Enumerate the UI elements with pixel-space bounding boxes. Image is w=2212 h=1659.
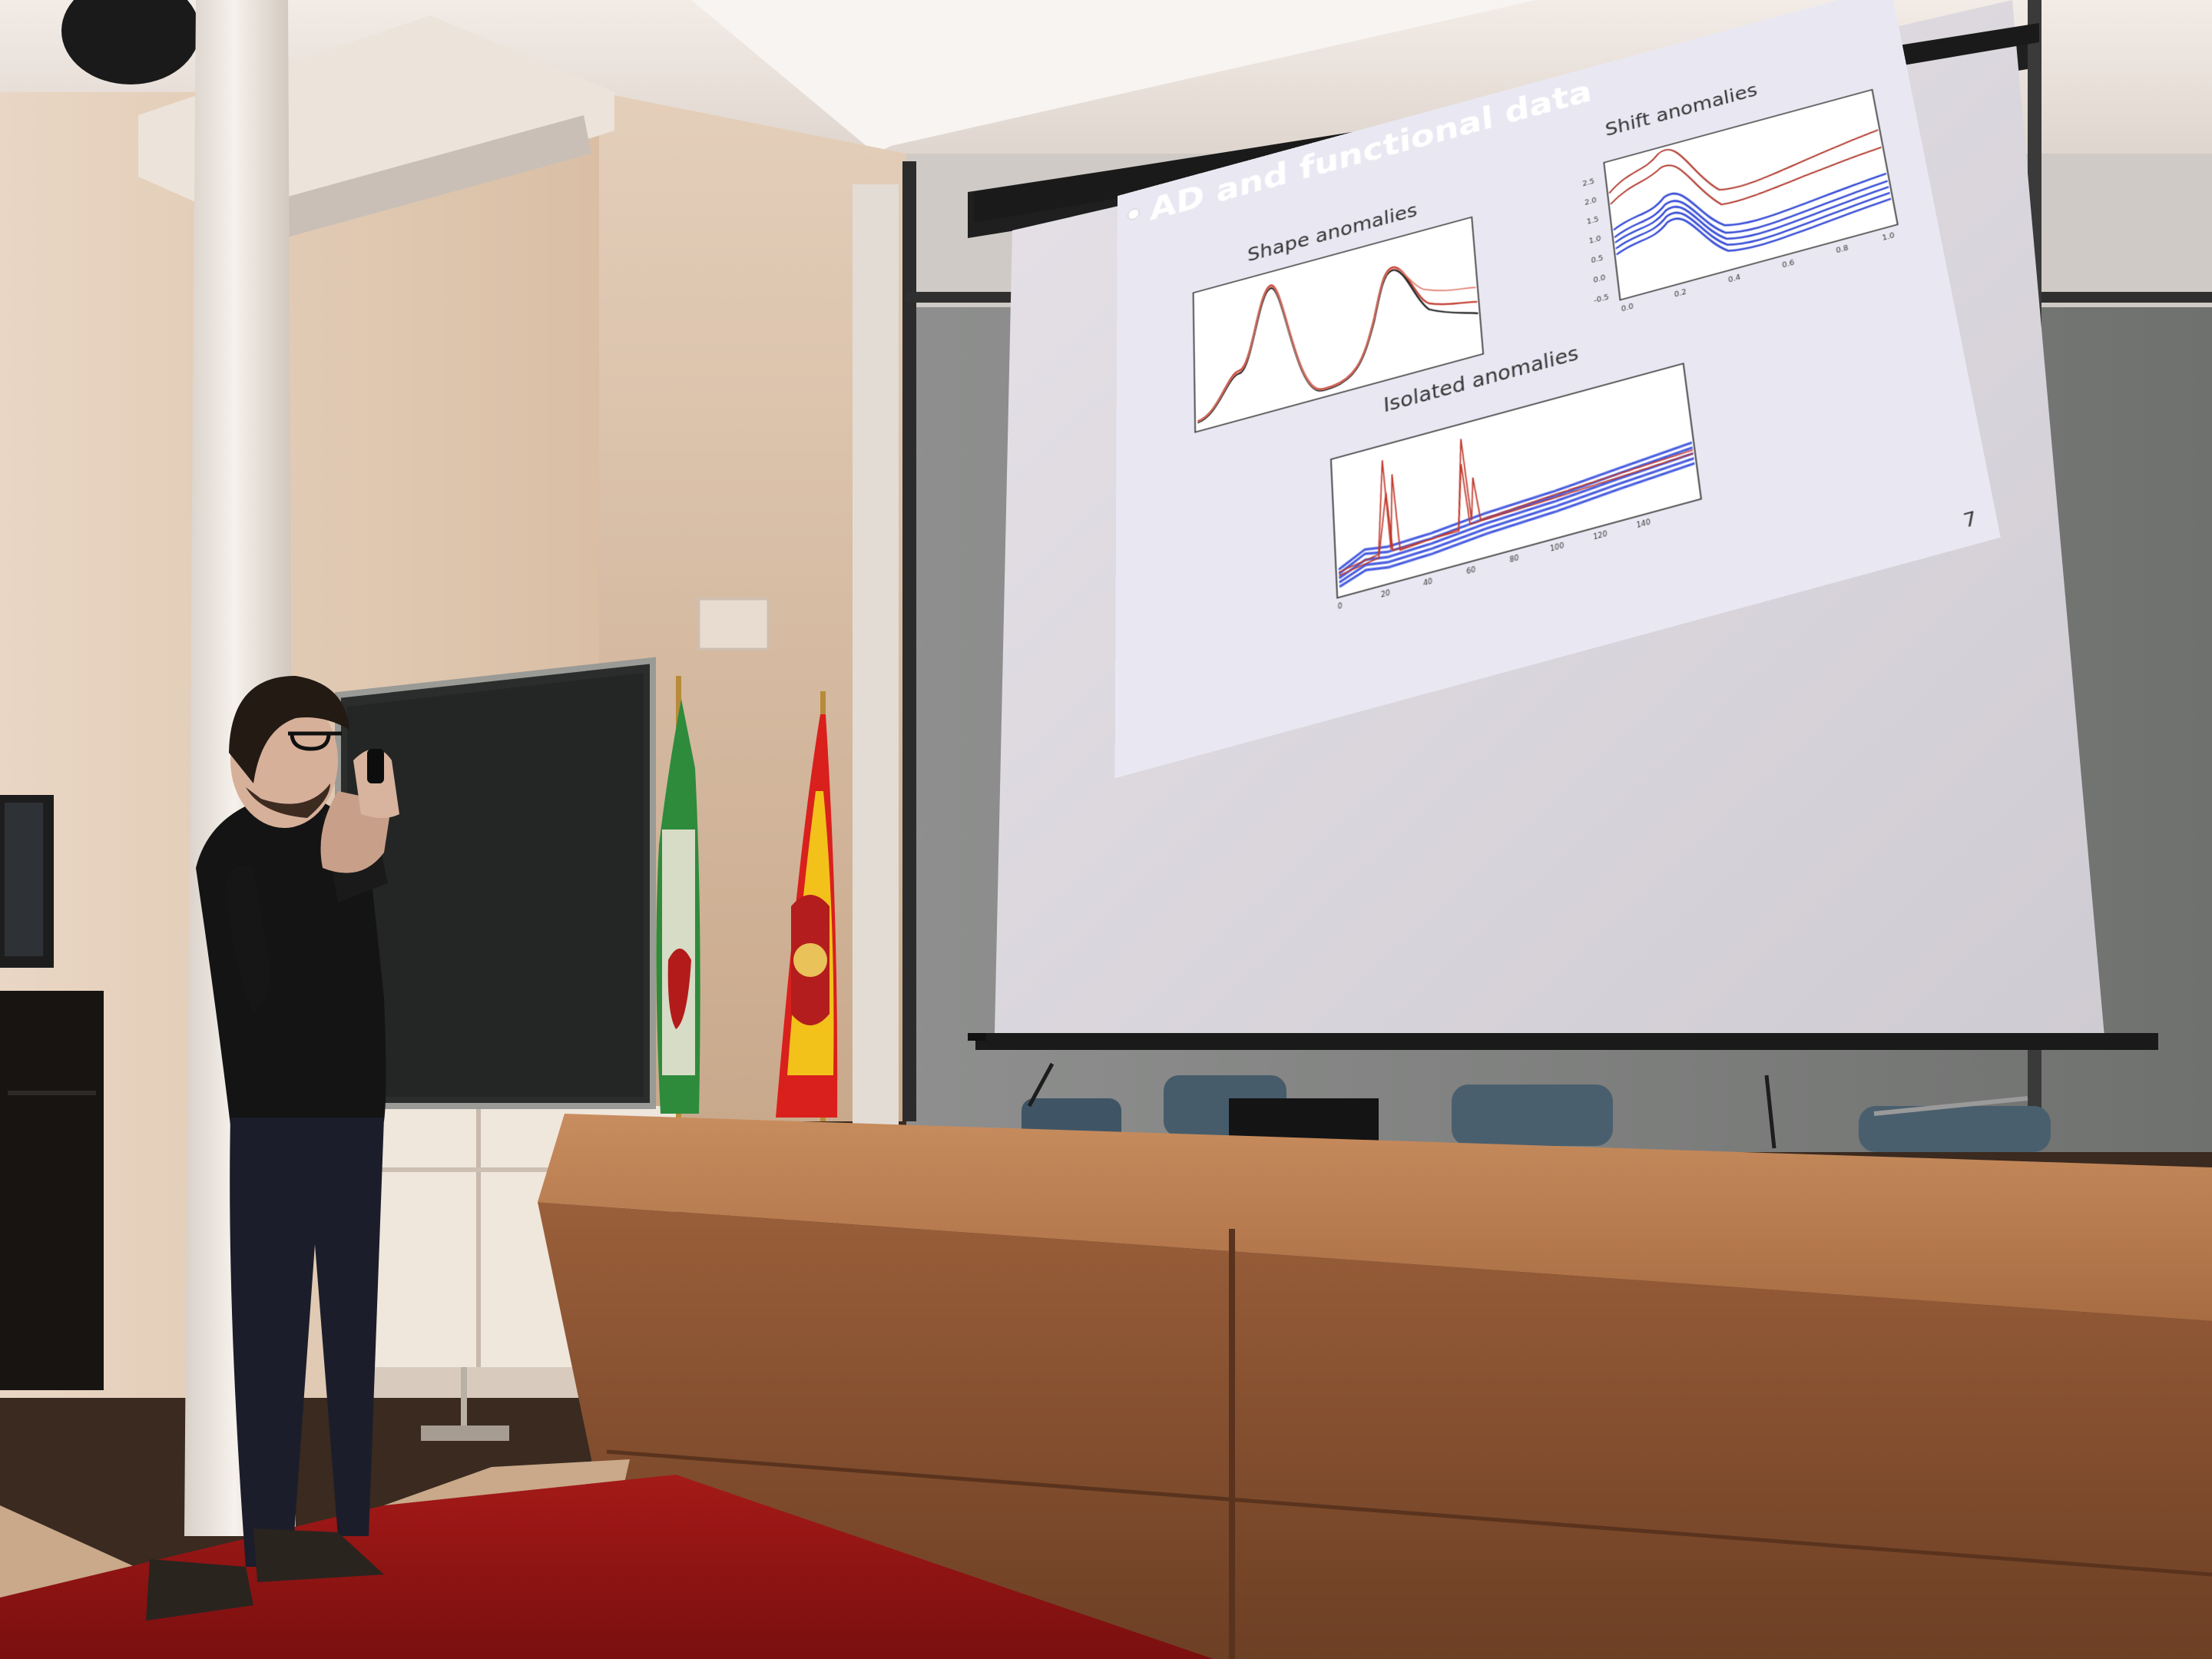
svg-text:0.4: 0.4 bbox=[1728, 273, 1742, 284]
svg-text:0.0: 0.0 bbox=[1593, 274, 1606, 285]
svg-text:60: 60 bbox=[1466, 565, 1476, 575]
svg-text:0.6: 0.6 bbox=[1782, 259, 1796, 270]
svg-text:0: 0 bbox=[1337, 602, 1342, 611]
svg-text:2.0: 2.0 bbox=[1584, 197, 1598, 207]
svg-text:100: 100 bbox=[1550, 541, 1565, 553]
svg-text:120: 120 bbox=[1593, 530, 1608, 541]
svg-text:20: 20 bbox=[1381, 589, 1390, 599]
svg-text:0.8: 0.8 bbox=[1836, 244, 1849, 255]
svg-text:1.0: 1.0 bbox=[1588, 235, 1601, 246]
svg-text:40: 40 bbox=[1423, 578, 1433, 588]
svg-text:80: 80 bbox=[1509, 554, 1519, 564]
svg-text:1.0: 1.0 bbox=[1882, 232, 1896, 243]
svg-text:1.5: 1.5 bbox=[1587, 216, 1600, 227]
svg-text:0.5: 0.5 bbox=[1591, 254, 1604, 265]
svg-text:0.2: 0.2 bbox=[1674, 288, 1687, 299]
svg-text:0.0: 0.0 bbox=[1621, 303, 1634, 313]
svg-text:-0.5: -0.5 bbox=[1594, 293, 1610, 305]
svg-text:2.5: 2.5 bbox=[1582, 178, 1594, 189]
svg-text:140: 140 bbox=[1636, 518, 1651, 530]
